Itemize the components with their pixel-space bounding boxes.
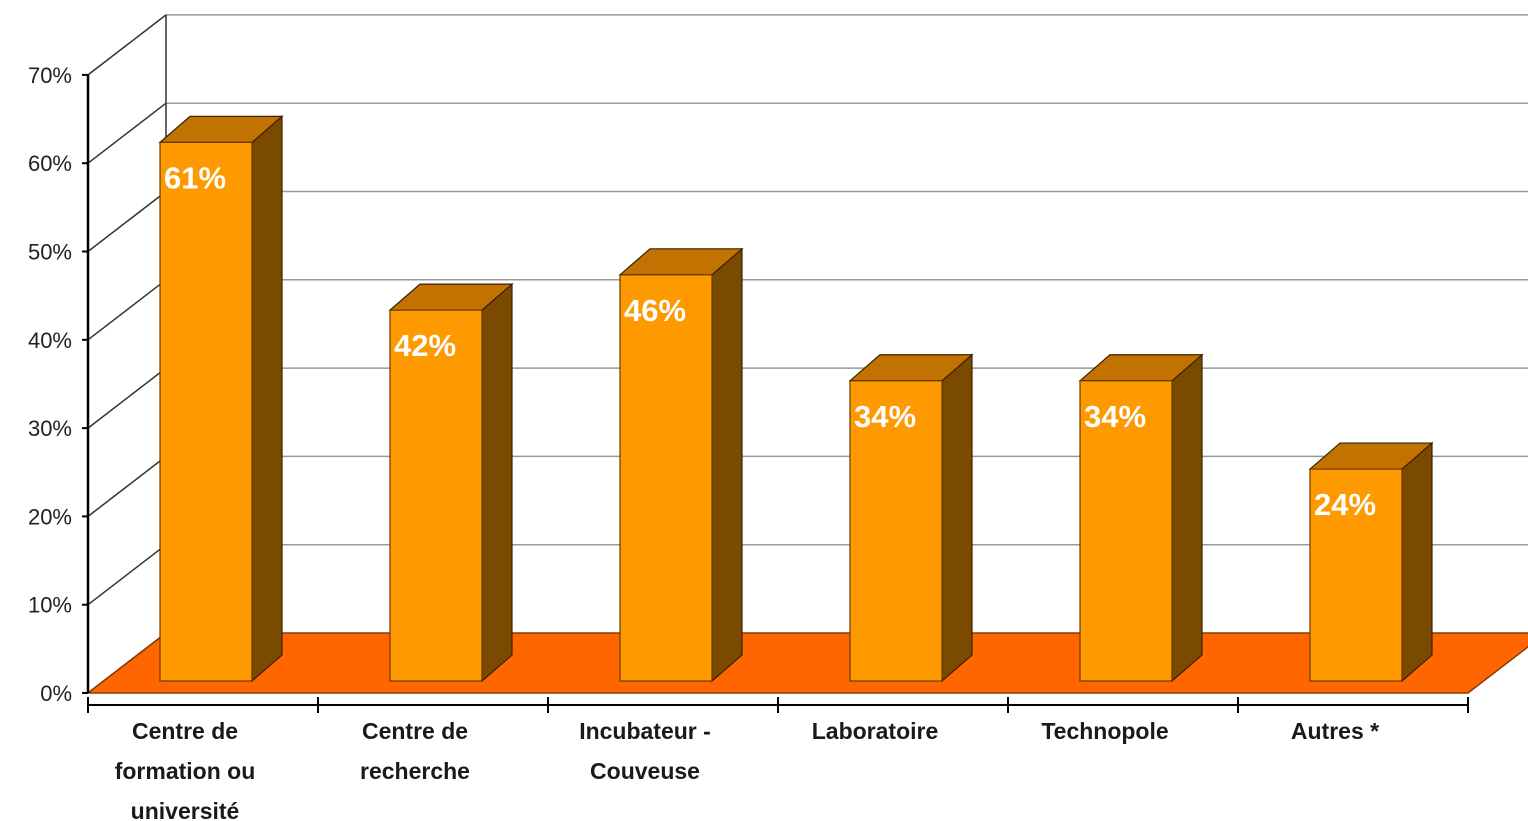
bar-value-label: 34%	[1084, 399, 1146, 434]
category-label-line: Couveuse	[590, 758, 700, 784]
category-label: Autres *	[1291, 718, 1379, 744]
category-label: Technopole	[1041, 718, 1168, 744]
category-label-line: formation ou	[115, 758, 256, 784]
bar	[1308, 441, 1434, 683]
category-label: Centre de recherche	[360, 718, 470, 784]
bar-side-face	[711, 247, 743, 683]
bar-value-label: 24%	[1314, 487, 1376, 522]
gridline-diagonal	[87, 544, 167, 606]
bar-side-face	[481, 282, 513, 683]
gridline-diagonal	[87, 102, 167, 164]
gridline-diagonal	[87, 14, 167, 76]
bar-front-face	[389, 309, 483, 682]
category-label: Centre de formation ou université	[115, 718, 256, 821]
bar-value-label: 34%	[854, 399, 916, 434]
category-label-line: Incubateur -	[579, 718, 711, 744]
category-label-line: recherche	[360, 758, 470, 784]
bar-front-face	[619, 274, 713, 682]
bar-series	[158, 115, 1434, 683]
gridline-diagonal	[87, 279, 167, 341]
gridline-diagonal	[87, 367, 167, 429]
category-label: Incubateur - Couveuse	[579, 718, 711, 784]
bar-front-face	[159, 141, 253, 682]
bar-value-label: 42%	[394, 328, 456, 363]
bar	[388, 282, 514, 683]
bar-front-face	[1079, 380, 1173, 682]
y-tick-label: 60%	[28, 151, 72, 176]
gridline-diagonal	[87, 190, 167, 253]
value-labels: 61% 42% 46% 34% 34% 24%	[164, 160, 1376, 522]
bar-side-face	[251, 115, 283, 683]
bar-front-face	[849, 380, 943, 682]
category-label-line: Autres *	[1291, 718, 1379, 744]
category-label-line: Laboratoire	[812, 718, 939, 744]
y-tick-label: 10%	[28, 593, 72, 618]
gridline-diagonal	[87, 455, 167, 517]
category-label-line: Technopole	[1041, 718, 1168, 744]
bar-side-face	[1171, 353, 1203, 683]
y-tick-label: 0%	[40, 681, 72, 706]
y-tick-label: 30%	[28, 416, 72, 441]
category-label-line: université	[131, 798, 240, 821]
category-label-line: Centre de	[132, 718, 238, 744]
bar	[158, 115, 284, 683]
y-tick-label: 70%	[28, 63, 72, 88]
bar-value-label: 61%	[164, 160, 226, 195]
bar-side-face	[1401, 441, 1433, 683]
y-axis: 0% 10% 20% 30% 40% 50% 60% 70%	[28, 63, 90, 706]
category-label: Laboratoire	[812, 718, 939, 744]
y-tick-label: 20%	[28, 504, 72, 529]
y-tick-label: 50%	[28, 240, 72, 265]
bar	[618, 247, 744, 683]
bar	[848, 353, 974, 683]
bar-value-label: 46%	[624, 293, 686, 328]
x-axis	[87, 697, 1469, 713]
bar	[1078, 353, 1204, 683]
category-label-line: Centre de	[362, 718, 468, 744]
bar-front-face	[1309, 468, 1403, 682]
y-tick-label: 40%	[28, 328, 72, 353]
bar-side-face	[941, 353, 973, 683]
